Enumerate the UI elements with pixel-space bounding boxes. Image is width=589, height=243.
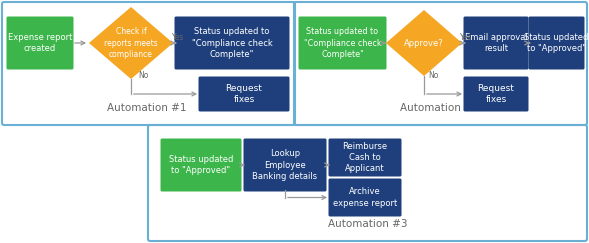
Text: Expense report
created: Expense report created <box>8 33 72 53</box>
FancyBboxPatch shape <box>464 77 528 112</box>
Text: Status updated
to "Approved": Status updated to "Approved" <box>524 33 588 53</box>
Text: Email approval
result: Email approval result <box>465 33 527 53</box>
FancyBboxPatch shape <box>160 139 241 191</box>
Text: Lookup
Employee
Banking details: Lookup Employee Banking details <box>253 149 317 181</box>
Text: Request
fixes: Request fixes <box>226 84 263 104</box>
Polygon shape <box>386 10 462 76</box>
Text: Status updated to
"Compliance check
Complete": Status updated to "Compliance check Comp… <box>304 27 381 59</box>
FancyBboxPatch shape <box>329 139 402 176</box>
FancyBboxPatch shape <box>464 17 528 69</box>
Text: Status updated to
"Compliance check
Complete": Status updated to "Compliance check Comp… <box>191 27 272 59</box>
FancyBboxPatch shape <box>6 17 74 69</box>
Text: Check if
reports meets
compliance: Check if reports meets compliance <box>104 27 158 59</box>
Text: Automation #1: Automation #1 <box>107 103 187 113</box>
Text: Yes: Yes <box>172 34 184 43</box>
Text: No: No <box>138 70 148 79</box>
Text: Reimburse
Cash to
Applicant: Reimburse Cash to Applicant <box>342 142 388 173</box>
Text: Status updated
to "Approved": Status updated to "Approved" <box>169 155 233 175</box>
Text: Automation #3: Automation #3 <box>328 219 408 229</box>
Text: No: No <box>428 70 438 79</box>
FancyBboxPatch shape <box>299 17 386 69</box>
Text: Approve?: Approve? <box>404 38 444 47</box>
Text: Request
fixes: Request fixes <box>478 84 514 104</box>
Text: Yes: Yes <box>460 34 472 43</box>
FancyBboxPatch shape <box>528 17 584 69</box>
Text: Automation #2: Automation #2 <box>401 103 480 113</box>
FancyBboxPatch shape <box>198 77 290 112</box>
Polygon shape <box>89 7 173 79</box>
Text: Archive
expense report: Archive expense report <box>333 187 397 208</box>
FancyBboxPatch shape <box>329 179 402 217</box>
FancyBboxPatch shape <box>243 139 326 191</box>
FancyBboxPatch shape <box>174 17 290 69</box>
